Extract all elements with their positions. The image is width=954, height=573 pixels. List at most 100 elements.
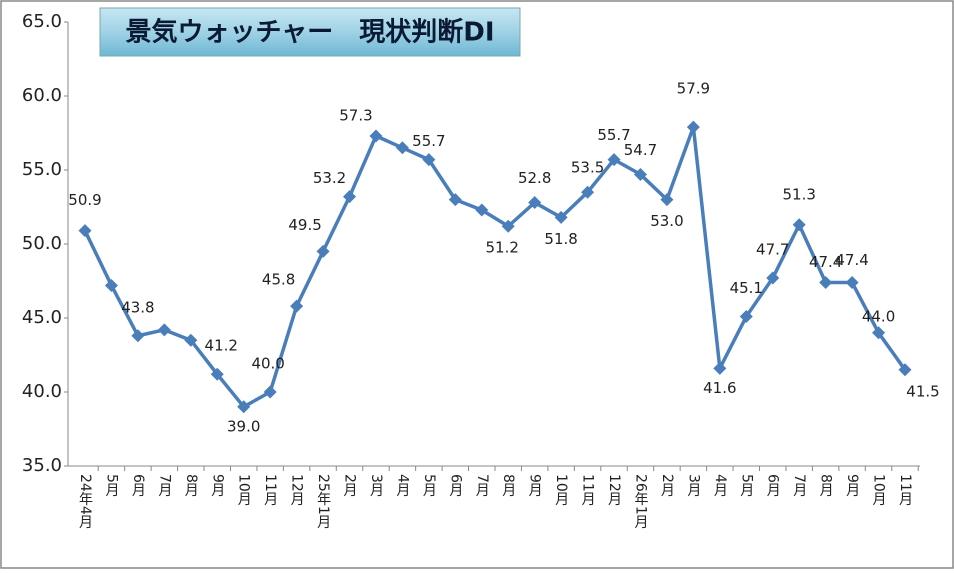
data-label: 51.2 [486,239,519,257]
data-label: 45.8 [262,271,295,289]
data-label: 53.2 [313,169,346,187]
x-tick-label: 10月 [871,474,887,507]
marker [792,218,806,232]
marker [607,153,621,167]
marker [819,275,833,289]
data-label: 55.7 [597,126,630,144]
data-label: 57.9 [677,80,710,98]
x-tick-label: 10月 [553,474,569,507]
marker [475,203,489,217]
x-tick-label: 8月 [500,474,516,498]
marker [395,141,409,155]
y-tick-label: 45.0 [22,307,62,328]
marker [581,185,595,199]
data-label: 41.5 [906,382,939,400]
x-tick-label: 6月 [130,474,146,498]
marker [343,190,357,204]
x-tick-label: 26年1月 [632,474,648,530]
marker [78,224,92,238]
marker [369,129,383,143]
data-label: 41.6 [703,379,736,397]
marker [554,210,568,224]
marker [739,310,753,324]
x-tick-label: 10月 [236,474,252,507]
x-tick-label: 11月 [897,474,913,507]
x-tick-label: 11月 [580,474,596,507]
y-tick-label: 65.0 [22,11,62,32]
x-tick-label: 5月 [103,474,119,498]
data-label: 57.3 [339,106,372,124]
chart-title: 景気ウォッチャー 現状判断DI [126,17,495,48]
x-tick-label: 7月 [474,474,490,498]
y-tick-label: 60.0 [22,85,62,106]
data-label: 53.5 [571,159,604,177]
marker [686,120,700,134]
x-tick-label: 8月 [818,474,834,498]
x-tick-label: 2月 [659,474,675,498]
y-tick-label: 35.0 [22,455,62,476]
y-tick-label: 50.0 [22,233,62,254]
data-label: 44.0 [862,307,895,325]
x-tick-label: 12月 [606,474,622,507]
marker [263,385,277,399]
marker [237,400,251,414]
x-tick-label: 7月 [791,474,807,498]
x-tick-label: 5月 [738,474,754,498]
data-label: 55.7 [412,132,445,150]
data-label: 49.5 [288,216,321,234]
x-tick-label: 3月 [685,474,701,498]
x-tick-label: 4月 [712,474,728,498]
data-label: 45.1 [730,279,763,297]
x-tick-label: 24年4月 [77,474,93,530]
x-tick-label: 3月 [368,474,384,498]
marker [766,271,780,285]
x-tick-label: 6月 [447,474,463,498]
data-label: 47.7 [756,241,789,259]
y-tick-label: 55.0 [22,159,62,180]
x-tick-label: 6月 [765,474,781,498]
marker [422,153,436,167]
line [83,125,907,409]
data-label: 41.2 [205,337,238,355]
x-tick-label: 11月 [262,474,278,507]
marker [157,323,171,337]
marker [104,278,118,292]
data-label: 53.0 [650,212,683,230]
x-tick-label: 12月 [289,474,305,507]
marker [872,326,886,340]
data-label: 47.4 [809,253,842,271]
title-box [99,7,521,57]
marker [448,193,462,207]
x-tick-label: 9月 [844,474,860,498]
marker [660,193,674,207]
marker [501,219,515,233]
marker [713,361,727,375]
x-tick-label: 9月 [527,474,543,498]
x-tick-label: 4月 [394,474,410,498]
data-label: 39.0 [227,417,260,435]
marker [131,329,145,343]
x-tick-label: 7月 [156,474,172,498]
x-tick-label: 2月 [342,474,358,498]
data-label: 52.8 [518,169,551,187]
x-tick-label: 9月 [209,474,225,498]
marker [210,367,224,381]
data-label: 47.4 [835,251,868,269]
data-label: 50.9 [68,191,101,209]
marker [898,363,912,377]
y-tick-label: 40.0 [22,381,62,402]
data-label: 51.3 [782,185,815,203]
data-label: 40.0 [251,355,284,373]
marker [528,196,542,210]
data-label: 54.7 [624,141,657,159]
marker [633,167,647,181]
data-label: 43.8 [121,298,154,316]
x-tick-label: 8月 [183,474,199,498]
marker [316,244,330,258]
marker [184,333,198,347]
marker [290,299,304,313]
data-label: 51.8 [544,230,577,248]
x-tick-label: 5月 [421,474,437,498]
